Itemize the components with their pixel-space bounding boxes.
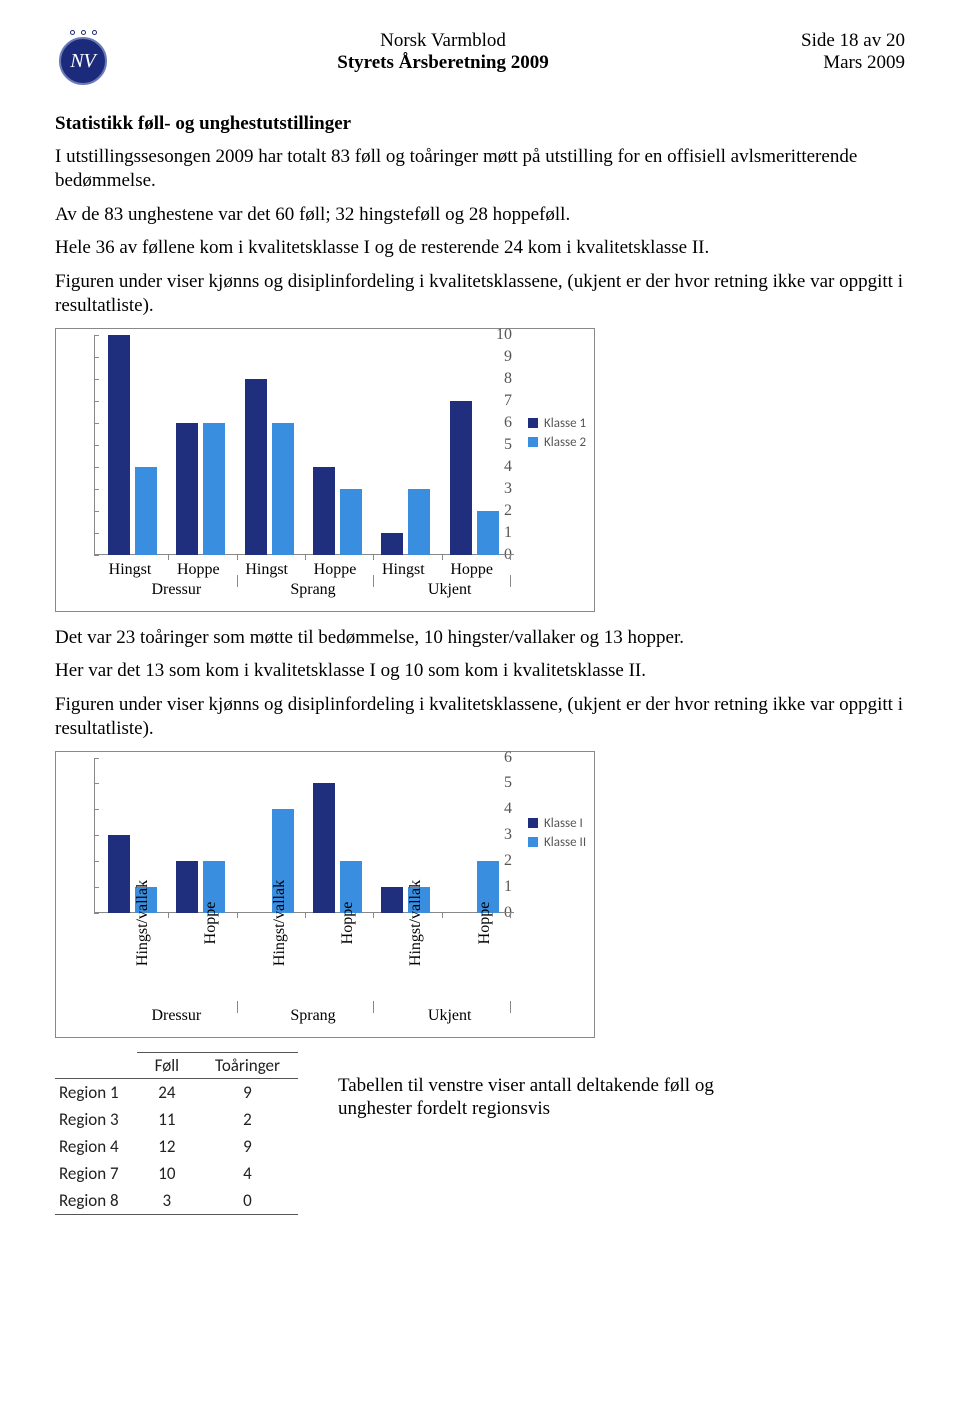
legend-label: Klasse I: [544, 816, 583, 831]
bar: [108, 335, 130, 555]
legend-label: Klasse II: [544, 835, 586, 850]
table-header: Toåringer: [197, 1052, 298, 1078]
x-group-label: Sprang: [290, 1007, 335, 1025]
table-cell: 3: [137, 1187, 197, 1215]
table-cell: 12: [137, 1133, 197, 1160]
x-category-label: Hingst: [382, 561, 425, 579]
table-cell: Region 8: [55, 1187, 137, 1215]
bar: [408, 489, 430, 555]
x-group-label: Sprang: [290, 581, 335, 599]
table-row: Region 7104: [55, 1160, 298, 1187]
header-title: Styrets Årsberetning 2009: [111, 52, 775, 74]
table-row: Region 830: [55, 1187, 298, 1215]
table-cell: 0: [197, 1187, 298, 1215]
page-header: NV Norsk Varmblod Styrets Årsberetning 2…: [55, 30, 905, 85]
table-cell: Region 4: [55, 1133, 137, 1160]
bar: [381, 533, 403, 555]
table-cell: 10: [137, 1160, 197, 1187]
para-7: Figuren under viser kjønns og disiplinfo…: [55, 693, 905, 741]
para-6: Her var det 13 som kom i kvalitetsklasse…: [55, 659, 905, 683]
para-4: Figuren under viser kjønns og disiplinfo…: [55, 270, 905, 318]
legend: Klasse 1 Klasse 2: [528, 412, 586, 454]
x-category-label: Hoppe: [202, 901, 220, 944]
para-3: Hele 36 av føllene kom i kvalitetsklasse…: [55, 236, 905, 260]
table-row: Region 3112: [55, 1106, 298, 1133]
chart-foal: 012345678910HingstHoppeHingstHoppeHingst…: [55, 328, 595, 612]
bar: [340, 489, 362, 555]
table-cell: 24: [137, 1078, 197, 1106]
bar: [313, 467, 335, 555]
para-2: Av de 83 unghestene var det 60 føll; 32 …: [55, 203, 905, 227]
x-group-label: Ukjent: [428, 1007, 472, 1025]
bar: [477, 511, 499, 555]
table-cell: 9: [197, 1078, 298, 1106]
x-group-label: Ukjent: [428, 581, 472, 599]
legend-label: Klasse 1: [544, 416, 586, 431]
bar: [245, 379, 267, 555]
header-date: Mars 2009: [775, 52, 905, 74]
legend: Klasse I Klasse II: [528, 812, 586, 854]
table-cell: 11: [137, 1106, 197, 1133]
table-row: Region 4129: [55, 1133, 298, 1160]
bar: [176, 423, 198, 555]
logo-emblem: NV: [59, 37, 107, 85]
chart-twoyear: 0123456Hingst/vallakHoppeHingst/vallakHo…: [55, 751, 595, 1038]
legend-label: Klasse 2: [544, 435, 586, 450]
para-1: I utstillingssesongen 2009 har totalt 83…: [55, 145, 905, 193]
region-table: FøllToåringerRegion 1249Region 3112Regio…: [55, 1052, 298, 1215]
page-number: Side 18 av 20: [775, 30, 905, 52]
table-cell: 2: [197, 1106, 298, 1133]
bar: [108, 835, 130, 913]
bar: [450, 401, 472, 555]
table-cell: Region 3: [55, 1106, 137, 1133]
para-5: Det var 23 toåringer som møtte til bedøm…: [55, 626, 905, 650]
x-category-label: Hoppe: [339, 901, 357, 944]
bar: [135, 467, 157, 555]
x-group-label: Dressur: [151, 581, 201, 599]
table-cell: Region 1: [55, 1078, 137, 1106]
x-category-label: Hoppe: [177, 561, 220, 579]
table-row: Region 1249: [55, 1078, 298, 1106]
table-cell: 4: [197, 1160, 298, 1187]
section-heading: Statistikk føll- og unghestutstillinger: [55, 113, 905, 135]
x-group-label: Dressur: [151, 1007, 201, 1025]
bar: [381, 887, 403, 913]
table-caption: Tabellen til venstre viser antall deltak…: [338, 1074, 748, 1122]
table-header: Føll: [137, 1052, 197, 1078]
x-category-label: Hingst: [109, 561, 152, 579]
bar: [176, 861, 198, 913]
bar: [272, 423, 294, 555]
x-category-label: Hingst/vallak: [134, 879, 152, 965]
table-header: [55, 1052, 137, 1078]
logo: NV: [55, 30, 111, 85]
x-category-label: Hingst/vallak: [407, 879, 425, 965]
bar: [313, 783, 335, 912]
bar: [203, 423, 225, 555]
x-category-label: Hoppe: [450, 561, 493, 579]
x-category-label: Hingst/vallak: [271, 879, 289, 965]
table-cell: 9: [197, 1133, 298, 1160]
table-cell: Region 7: [55, 1160, 137, 1187]
header-org: Norsk Varmblod: [111, 30, 775, 52]
x-category-label: Hoppe: [314, 561, 357, 579]
x-category-label: Hoppe: [476, 901, 494, 944]
x-category-label: Hingst: [245, 561, 288, 579]
